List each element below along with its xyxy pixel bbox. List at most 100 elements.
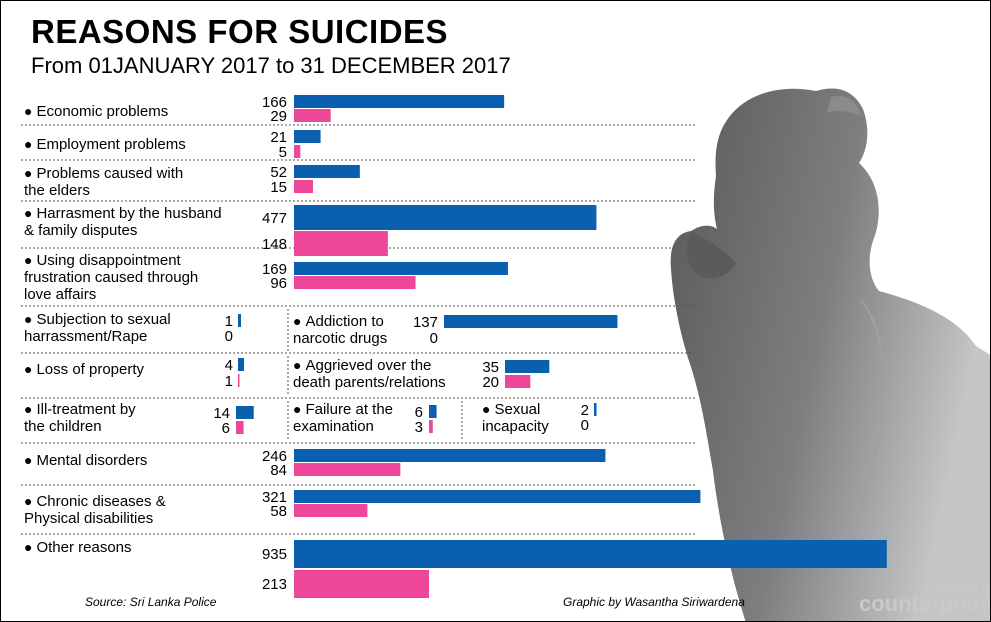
watermark-line2: counterpoint xyxy=(859,591,991,616)
silhouette-shoulder-line xyxy=(850,300,886,562)
category-label: ● Harrasment by the husband & family dispu… xyxy=(24,205,222,239)
category-label: ● Addiction to narcotic drugs xyxy=(293,313,388,347)
female-value-label: 6 xyxy=(221,419,230,437)
page-subtitle: From 01JANUARY 2017 to 31 DECEMBER 2017 xyxy=(31,53,511,78)
male-value-label: 52 xyxy=(270,163,287,181)
category-label: ● Failure at the examination xyxy=(293,401,394,435)
female-bar xyxy=(294,180,313,193)
male-bar xyxy=(294,449,606,462)
category-label: ● Ill-treatment by the children xyxy=(24,401,136,435)
bullet-icon: ● xyxy=(293,401,302,417)
category-label: ● Loss of property xyxy=(24,361,145,378)
category-label: ● Employment problems xyxy=(24,136,186,153)
male-value-label: 137 xyxy=(412,313,438,331)
male-value-label: 21 xyxy=(270,128,287,146)
male-value-label: 166 xyxy=(261,93,287,111)
category-label: ● Sexual incapacity xyxy=(482,401,549,435)
category-label: ● Mental disorders xyxy=(24,452,148,469)
male-bar xyxy=(238,358,244,371)
category-label: ● Using disappointment frustration caused … xyxy=(24,252,199,303)
male-bar xyxy=(294,130,321,143)
female-bar xyxy=(429,420,433,433)
male-bar xyxy=(294,262,508,275)
male-value-label: 4 xyxy=(224,356,233,374)
male-value-label: 1 xyxy=(224,312,233,330)
category-label: ● Subjection to sexual harrassment/Rape xyxy=(24,311,171,345)
male-bar xyxy=(294,95,505,108)
bullet-icon: ● xyxy=(482,401,491,417)
male-bar xyxy=(294,205,597,230)
male-value-label: 477 xyxy=(261,209,287,227)
female-value-label: 3 xyxy=(414,418,423,436)
silhouette-hair-highlight xyxy=(827,95,861,116)
female-value-label: 58 xyxy=(270,502,287,520)
male-bar xyxy=(429,405,437,418)
female-value-label: 0 xyxy=(429,329,438,347)
female-bar xyxy=(236,421,244,434)
bullet-icon: ● xyxy=(24,361,33,377)
male-value-label: 35 xyxy=(482,358,499,376)
female-bar xyxy=(294,463,401,476)
silhouette-arm-shadow xyxy=(686,233,736,279)
bullet-icon: ● xyxy=(24,252,33,268)
category-label: ● Other reasons xyxy=(24,539,132,556)
female-value-label: 84 xyxy=(270,461,287,479)
female-bar xyxy=(294,570,430,598)
bullet-icon: ● xyxy=(24,205,33,221)
male-value-label: 14 xyxy=(213,404,230,422)
watermark-line1: Property of xyxy=(924,578,991,594)
bullet-icon: ● xyxy=(24,311,33,327)
male-value-label: 321 xyxy=(261,488,287,506)
bullet-icon: ● xyxy=(24,539,33,555)
male-bar xyxy=(294,540,887,568)
bullet-icon: ● xyxy=(24,452,33,468)
graphic-credit: Graphic by Wasantha Siriwardena xyxy=(563,595,745,609)
female-value-label: 0 xyxy=(224,327,233,345)
female-bar xyxy=(294,109,331,122)
page-title: REASONS FOR SUICIDES xyxy=(31,13,449,50)
male-bar xyxy=(236,406,254,419)
silhouette-body-shape xyxy=(670,88,990,621)
male-value-label: 169 xyxy=(261,260,287,278)
bullet-icon: ● xyxy=(24,401,33,417)
category-label: ● Chronic diseases & Physical disabilities xyxy=(24,493,166,527)
category-label: ● Economic problems xyxy=(24,103,169,120)
female-value-label: 213 xyxy=(261,576,287,593)
female-value-label: 20 xyxy=(482,373,499,391)
female-value-label: 148 xyxy=(261,235,287,253)
male-bar xyxy=(294,165,360,178)
male-value-label: 935 xyxy=(261,546,287,563)
source-note: Source: Sri Lanka Police xyxy=(85,595,217,609)
watermark: Property of counterpoint xyxy=(859,578,991,616)
male-bar xyxy=(238,314,241,327)
female-bar xyxy=(294,504,368,517)
male-value-label: 246 xyxy=(261,447,287,465)
bullet-icon: ● xyxy=(24,493,33,509)
male-value-label: 2 xyxy=(580,401,589,419)
female-bar xyxy=(505,375,531,388)
female-value-label: 1 xyxy=(224,372,233,390)
female-bar xyxy=(294,231,388,256)
female-value-label: 15 xyxy=(270,178,287,196)
male-bar xyxy=(505,360,550,373)
male-bar xyxy=(594,403,597,416)
female-value-label: 0 xyxy=(580,416,589,434)
male-bar xyxy=(444,315,618,328)
female-value-label: 96 xyxy=(270,274,287,292)
bullet-icon: ● xyxy=(293,313,302,329)
female-value-label: 29 xyxy=(270,107,287,125)
male-value-label: 6 xyxy=(414,403,423,421)
category-label: ● Problems caused with the elders xyxy=(24,165,184,199)
female-bar xyxy=(294,145,301,158)
female-value-label: 5 xyxy=(278,143,287,161)
female-bar xyxy=(294,276,416,289)
female-bar xyxy=(238,374,240,387)
bullet-icon: ● xyxy=(293,357,302,373)
category-label: ● Aggrieved over the death parents/relatio… xyxy=(293,357,446,391)
bullet-icon: ● xyxy=(24,103,33,119)
bullet-icon: ● xyxy=(24,136,33,152)
bullet-icon: ● xyxy=(24,165,33,181)
